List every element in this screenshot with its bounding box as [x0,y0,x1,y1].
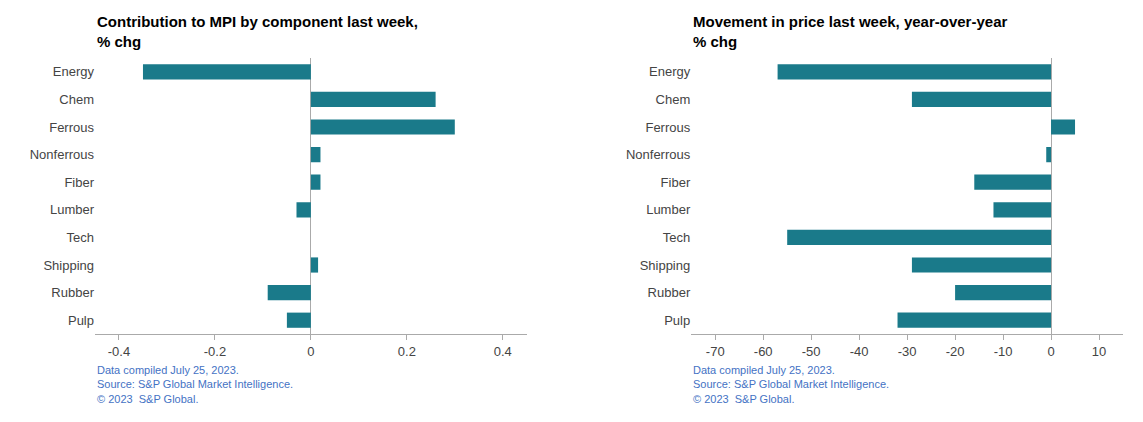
svg-text:Lumber: Lumber [646,202,691,217]
svg-text:-0.2: -0.2 [204,344,226,359]
svg-text:Data compiled July 25, 2023.So: Data compiled July 25, 2023.Source: S&P … [693,364,889,405]
svg-text:0: 0 [1047,344,1054,359]
svg-text:Pulp: Pulp [68,313,94,328]
svg-text:-30: -30 [898,344,917,359]
svg-text:-60: -60 [754,344,773,359]
svg-text:Energy: Energy [649,64,691,79]
svg-text:Chem: Chem [656,92,691,107]
svg-text:-0.4: -0.4 [108,344,130,359]
svg-text:-40: -40 [850,344,869,359]
svg-text:Tech: Tech [67,230,94,245]
svg-text:Chem: Chem [59,92,94,107]
svg-text:10: 10 [1092,344,1106,359]
svg-text:-20: -20 [946,344,965,359]
svg-text:Fiber: Fiber [64,175,94,190]
svg-text:Shipping: Shipping [640,258,691,273]
svg-text:Ferrous: Ferrous [645,120,690,135]
svg-text:Nonferrous: Nonferrous [30,147,95,162]
svg-text:-50: -50 [802,344,821,359]
svg-text:Contribution to MPI by compone: Contribution to MPI by component last we… [97,13,418,50]
svg-text:Energy: Energy [53,64,95,79]
svg-text:Ferrous: Ferrous [49,120,94,135]
svg-text:Shipping: Shipping [43,258,94,273]
svg-text:-70: -70 [706,344,725,359]
svg-text:-10: -10 [994,344,1013,359]
svg-text:Lumber: Lumber [50,202,95,217]
svg-text:0: 0 [307,344,314,359]
svg-text:Data compiled July 25, 2023.So: Data compiled July 25, 2023.Source: S&P … [97,364,293,405]
svg-text:0.4: 0.4 [494,344,512,359]
svg-text:Pulp: Pulp [664,313,690,328]
svg-text:Movement in price last week, y: Movement in price last week, year-over-y… [693,13,1007,50]
svg-text:Fiber: Fiber [661,175,691,190]
svg-text:0.2: 0.2 [398,344,416,359]
svg-text:Rubber: Rubber [51,285,94,300]
svg-text:Nonferrous: Nonferrous [626,147,691,162]
svg-text:Rubber: Rubber [648,285,691,300]
svg-text:Tech: Tech [663,230,690,245]
